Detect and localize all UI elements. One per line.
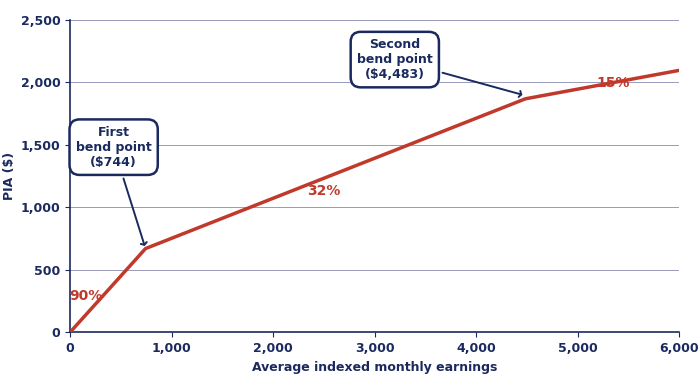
X-axis label: Average indexed monthly earnings: Average indexed monthly earnings bbox=[252, 361, 497, 374]
Text: First
bend point
($744): First bend point ($744) bbox=[76, 126, 151, 245]
Y-axis label: PIA ($): PIA ($) bbox=[4, 152, 16, 200]
Text: Second
bend point
($4,483): Second bend point ($4,483) bbox=[357, 38, 522, 97]
Text: 32%: 32% bbox=[307, 184, 340, 198]
Text: 90%: 90% bbox=[69, 289, 103, 303]
Text: 15%: 15% bbox=[596, 76, 630, 90]
